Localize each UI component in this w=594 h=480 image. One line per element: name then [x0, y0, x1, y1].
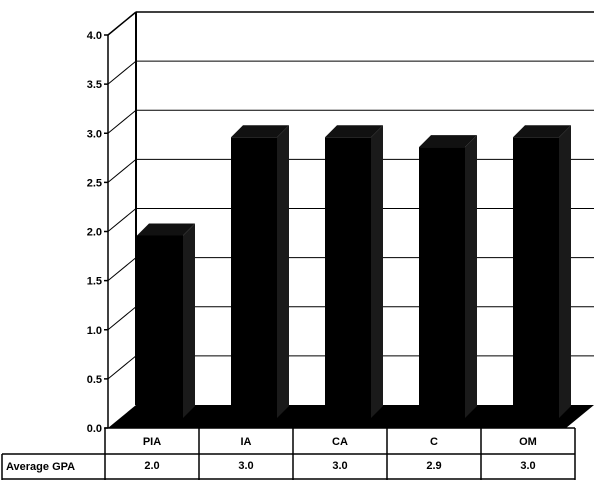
x-category-label: CA — [332, 436, 348, 448]
gridline-side — [107, 257, 137, 282]
bar-top — [137, 223, 195, 236]
bar-top — [419, 135, 477, 148]
gridline-side — [107, 109, 137, 134]
bar-side — [371, 125, 383, 418]
y-tick-label: 0.0 — [87, 423, 102, 435]
data-table-cell: 3.0 — [238, 460, 253, 472]
x-category-label: OM — [519, 436, 537, 448]
bar — [419, 147, 465, 418]
data-table-cell: 2.0 — [144, 460, 159, 472]
bar-side — [183, 223, 195, 418]
data-table-cell: 2.9 — [426, 460, 441, 472]
gridline-side — [107, 306, 137, 331]
data-table-cell: 3.0 — [520, 460, 535, 472]
gridline-side — [107, 208, 137, 232]
x-category-label: IA — [241, 436, 252, 448]
bar-top — [325, 125, 383, 138]
y-tick-label: 3.0 — [87, 128, 102, 140]
y-tick-label: 1.5 — [87, 276, 102, 288]
data-table-row-label: Average GPA — [6, 461, 75, 473]
gridline-side — [107, 355, 137, 380]
x-category-label: PIA — [143, 436, 161, 448]
bar — [231, 137, 277, 418]
bar-top — [513, 125, 571, 138]
x-category-label: C — [430, 436, 438, 448]
y-tick-label: 3.5 — [87, 79, 102, 91]
data-table-cell: 3.0 — [332, 460, 347, 472]
bar-side — [559, 125, 571, 418]
y-tick-label: 0.5 — [87, 374, 102, 386]
bar — [137, 235, 183, 418]
bar-top — [231, 125, 289, 138]
y-tick-label: 1.0 — [87, 325, 102, 337]
y-tick-label: 4.0 — [87, 30, 102, 42]
gridline-side — [107, 60, 137, 85]
gridline-side — [107, 158, 137, 183]
data-table: PIA 2.0 IA 3.0 CA 3.0 C 2.9 OM 3.0 Average GPA — [1, 427, 576, 480]
bar-side — [465, 135, 477, 418]
bar-side — [277, 125, 289, 418]
y-axis-ticks: 0.0 0.5 1.0 1.5 2.0 2.5 3.0 3.5 4.0 — [87, 30, 108, 435]
bars — [137, 125, 571, 418]
bar — [325, 137, 371, 418]
y-tick-label: 2.0 — [87, 227, 102, 239]
y-tick-label: 2.5 — [87, 177, 102, 189]
bar — [513, 137, 559, 418]
gridline-side — [107, 11, 137, 36]
